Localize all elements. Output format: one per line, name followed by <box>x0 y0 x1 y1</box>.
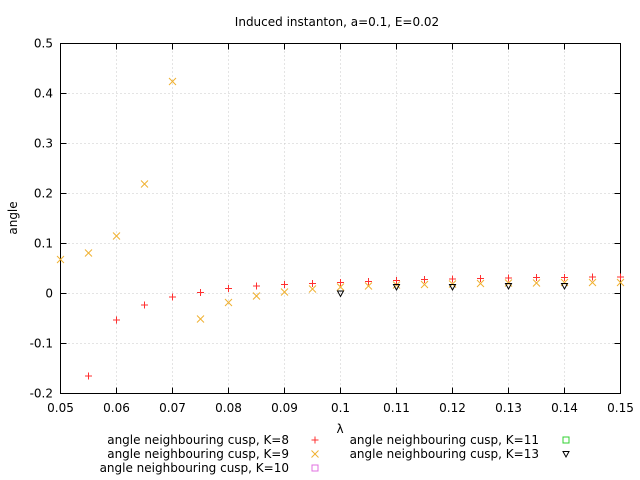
legend-item: angle neighbouring cusp, K=13 <box>350 447 570 461</box>
data-point <box>421 276 428 283</box>
data-point <box>364 282 373 290</box>
data-point <box>113 316 120 324</box>
y-tick-label: 0.1 <box>34 237 53 251</box>
data-point <box>196 315 205 323</box>
data-points <box>56 77 625 380</box>
x-tick-label: 0.08 <box>215 401 242 415</box>
x-tick-label: 0.06 <box>103 401 130 415</box>
data-point <box>281 281 288 288</box>
data-point <box>56 255 65 264</box>
chart-title: Induced instanton, a=0.1, E=0.02 <box>235 15 439 29</box>
data-point <box>169 293 176 301</box>
data-point <box>141 301 148 309</box>
data-point <box>280 288 289 296</box>
y-tick-label: -0.2 <box>30 387 53 401</box>
data-point <box>365 278 372 285</box>
data-point <box>336 283 345 291</box>
data-point <box>84 249 93 257</box>
legend-label: angle neighbouring cusp, K=11 <box>350 433 539 447</box>
x-tick-label: 0.13 <box>495 401 522 415</box>
x-tick-label: 0.09 <box>271 401 298 415</box>
data-point <box>85 372 92 380</box>
data-point <box>477 275 484 282</box>
data-point <box>112 232 121 240</box>
data-point <box>616 278 625 287</box>
data-point <box>532 279 541 287</box>
legend-item: angle neighbouring cusp, K=8 <box>107 433 319 447</box>
legend-marker <box>562 436 570 444</box>
x-tick-label: 0.15 <box>607 401 634 415</box>
axis-ticks: 0.05 0.06 0.07 0.08 0.09 0.1 0.11 0.12 0.13 0.14 0… <box>30 37 634 416</box>
data-point <box>197 289 204 296</box>
data-point <box>393 277 400 284</box>
legend-label: angle neighbouring cusp, K=9 <box>107 447 289 461</box>
legend-label: angle neighbouring cusp, K=13 <box>350 447 539 461</box>
legend-marker <box>311 464 319 472</box>
data-point <box>617 273 624 281</box>
legend-item: angle neighbouring cusp, K=11 <box>350 433 570 447</box>
x-tick-label: 0.05 <box>47 401 74 415</box>
y-tick-label: 0.5 <box>34 37 53 51</box>
data-point <box>224 298 233 307</box>
data-point <box>420 280 429 289</box>
x-tick-label: 0.1 <box>331 401 350 415</box>
legend-marker <box>562 451 570 459</box>
x-tick-label: 0.12 <box>439 401 466 415</box>
data-point <box>561 274 568 281</box>
legend-label: angle neighbouring cusp, K=8 <box>107 433 289 447</box>
grid <box>60 43 621 394</box>
data-point <box>308 285 317 293</box>
data-point <box>533 274 540 281</box>
data-point <box>392 284 401 292</box>
x-axis-label: λ <box>336 422 343 436</box>
data-point <box>225 285 232 292</box>
data-point <box>168 77 177 86</box>
y-tick-label: 0.3 <box>34 137 53 151</box>
data-point <box>140 180 149 188</box>
data-point <box>336 290 345 298</box>
legend-item: angle neighbouring cusp, K=9 <box>107 447 319 461</box>
legend-marker <box>311 436 319 444</box>
legend-item: angle neighbouring cusp, K=10 <box>100 461 319 475</box>
data-point <box>253 282 260 290</box>
data-point <box>476 279 485 288</box>
data-point <box>252 292 261 300</box>
data-point <box>588 278 597 287</box>
data-point <box>448 284 457 292</box>
legend-label: angle neighbouring cusp, K=10 <box>100 461 289 475</box>
data-point <box>449 275 456 283</box>
x-tick-label: 0.11 <box>383 401 410 415</box>
x-tick-label: 0.14 <box>551 401 578 415</box>
data-point <box>504 283 513 291</box>
y-axis-label: angle <box>6 201 20 234</box>
data-point <box>337 279 344 286</box>
y-tick-label: 0.4 <box>34 87 53 101</box>
y-tick-label: 0.2 <box>34 187 53 201</box>
data-point <box>505 274 512 282</box>
y-tick-label: -0.1 <box>30 337 53 351</box>
data-point <box>560 283 569 291</box>
data-point <box>309 280 316 287</box>
x-tick-label: 0.07 <box>159 401 186 415</box>
legend-marker <box>311 450 319 458</box>
data-point <box>589 273 596 281</box>
y-tick-label: 0 <box>45 287 53 301</box>
